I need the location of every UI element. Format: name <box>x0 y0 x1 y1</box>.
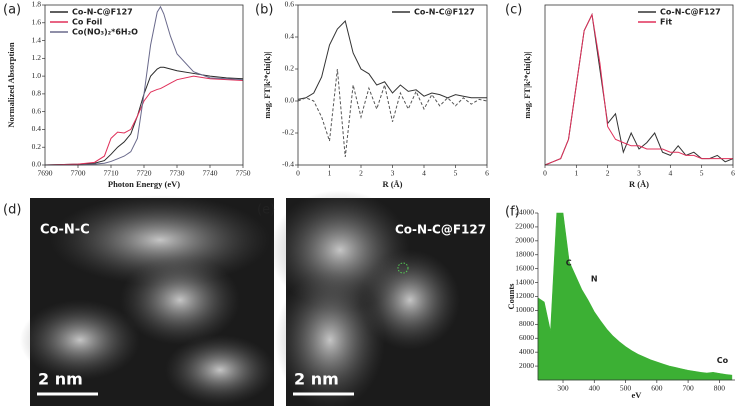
x-tick-label: 5 <box>454 169 458 178</box>
y-tick-label: 6000 <box>519 333 534 342</box>
x-axis-label: R (Å) <box>382 179 402 189</box>
y-tick-label: 8000 <box>519 319 534 328</box>
y-tick-label: 0.2 <box>32 142 42 151</box>
x-tick-label: 300 <box>557 384 569 393</box>
image-label: Co-N-C <box>40 223 90 238</box>
y-axis-label: mag. FT|k²*chi(k)| <box>522 51 532 118</box>
y-tick-label: 1.4 <box>32 35 42 44</box>
line <box>297 68 488 158</box>
micrograph-d: (d) Co-N-C 2 nm <box>3 195 275 406</box>
x-axis-label: R (Å) <box>629 179 649 189</box>
line <box>297 20 487 100</box>
x-tick-label: 1 <box>328 169 332 178</box>
y-tick-label: -0.2 <box>282 128 294 137</box>
area <box>537 212 733 381</box>
x-tick-label: 600 <box>651 384 663 393</box>
x-tick-label: 7740 <box>203 169 218 178</box>
x-tick-label: 4 <box>668 169 672 178</box>
y-tick-label: 0.2 <box>285 64 295 73</box>
x-tick-label: 7720 <box>137 169 152 178</box>
panel-label: (c) <box>505 3 522 18</box>
x-tick-label: 7690 <box>38 169 53 178</box>
annotation: N <box>591 275 598 284</box>
y-tick-label: 0.0 <box>32 160 42 169</box>
x-tick-label: 3 <box>391 169 395 178</box>
y-tick-label: 14000 <box>515 277 534 286</box>
x-tick-label: 7730 <box>170 169 185 178</box>
y-tick-label: 0.6 <box>285 0 295 9</box>
x-tick-label: 7700 <box>71 169 86 178</box>
annotation: C <box>566 259 572 268</box>
x-tick-label: 500 <box>620 384 632 393</box>
y-tick-label: 10000 <box>515 305 534 314</box>
x-tick-label: 2 <box>606 169 610 178</box>
x-tick-label: 400 <box>589 384 601 393</box>
x-tick-label: 0 <box>296 169 300 178</box>
line <box>44 66 244 166</box>
micrograph-e: (e) Co-N-C@F127 2 nm <box>257 190 490 406</box>
y-tick-label: 22000 <box>515 222 534 231</box>
panel-label: (b) <box>255 3 273 18</box>
x-tick-label: 0 <box>543 169 547 178</box>
x-axis-label: Photon Energy (eV) <box>108 179 180 189</box>
frame <box>297 4 488 166</box>
y-axis-label: mag. FT|k²*chi(k)| <box>262 51 272 118</box>
y-tick-label: 0.0 <box>285 96 295 105</box>
y-tick-label: 20000 <box>515 236 534 245</box>
x-tick-label: 6 <box>731 169 735 178</box>
y-axis-label: Normalized Absorption <box>6 42 16 128</box>
y-tick-label: 1.0 <box>32 71 42 80</box>
line <box>544 12 733 166</box>
x-tick-label: 800 <box>714 384 726 393</box>
x-tick-label: 5 <box>700 169 704 178</box>
y-tick-label: 1.2 <box>32 53 42 62</box>
panel-label: (f) <box>505 205 520 220</box>
highlight <box>397 262 409 274</box>
legend-label: Co Foil <box>72 18 103 27</box>
legend-label: Co-N-C@F127 <box>72 8 133 17</box>
y-tick-label: 0.8 <box>32 89 42 98</box>
y-tick-label: -0.4 <box>282 160 294 169</box>
line <box>44 75 244 166</box>
x-tick-label: 7750 <box>236 169 251 178</box>
y-tick-label: 0.4 <box>32 124 42 133</box>
y-axis-label: Counts <box>506 283 516 310</box>
x-tick-label: 7710 <box>104 169 119 178</box>
y-tick-label: 2000 <box>519 361 534 370</box>
x-tick-label: 6 <box>485 169 489 178</box>
y-tick-label: 12000 <box>515 291 534 300</box>
legend-label: Fit <box>660 18 672 27</box>
panel-label: (d) <box>3 203 21 218</box>
panel-label: (e) <box>257 203 275 218</box>
y-tick-label: 1.6 <box>32 17 42 26</box>
frame <box>544 4 734 166</box>
legend-label: Co(NO₃)₂*6H₂O <box>72 28 138 37</box>
y-tick-label: 18000 <box>515 249 534 258</box>
y-tick-label: 16000 <box>515 263 534 272</box>
x-tick-label: 4 <box>422 169 426 178</box>
line <box>45 5 244 166</box>
y-tick-label: 24000 <box>515 208 534 217</box>
legend-label: Co-N-C@F127 <box>660 8 721 17</box>
line <box>544 12 734 166</box>
annotation: Co <box>717 356 729 365</box>
y-tick-label: 0.4 <box>285 32 295 41</box>
y-tick-label: 4000 <box>519 347 534 356</box>
legend-label: Co-N-C@F127 <box>414 8 475 17</box>
x-tick-label: 700 <box>682 384 694 393</box>
y-tick-label: 0.6 <box>32 106 42 115</box>
panel-label: (a) <box>3 3 21 18</box>
x-tick-label: 3 <box>637 169 641 178</box>
y-tick-label: 1.8 <box>32 0 42 9</box>
scale-label: 2 nm <box>38 370 83 389</box>
x-tick-label: 2 <box>359 169 363 178</box>
image-label: Co-N-C@F127 <box>395 223 486 237</box>
x-tick-label: 1 <box>574 169 578 178</box>
x-axis-label: eV <box>632 390 643 400</box>
scale-label: 2 nm <box>294 370 339 389</box>
